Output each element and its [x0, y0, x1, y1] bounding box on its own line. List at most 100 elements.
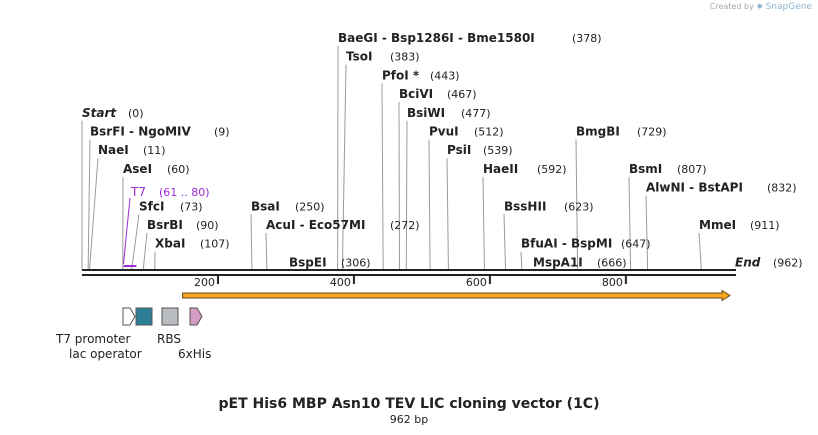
site-label: BsaI	[251, 199, 280, 213]
site-position: (0)	[128, 107, 144, 120]
site-connector	[428, 139, 431, 271]
site-connector	[250, 214, 253, 271]
site-sfci: SfcI (73)	[131, 199, 203, 271]
site-position: (60)	[167, 163, 190, 176]
site-tsoi: TsoI (383)	[341, 50, 420, 271]
site-connector	[645, 195, 649, 271]
site-label: BmgBI	[576, 125, 620, 139]
site-connector	[446, 158, 449, 271]
feature-label: lac operator	[69, 347, 142, 361]
feature-box-glyph	[161, 307, 179, 326]
feature-box-glyph	[135, 307, 153, 326]
site-bmgbi: BmgBI (729)	[575, 125, 667, 271]
site-connector	[628, 176, 632, 271]
site-connector	[503, 214, 507, 271]
site-position: (378)	[572, 32, 602, 45]
site-label: PsiI	[447, 143, 471, 157]
restriction-sites: BaeGI - Bsp1286I - Bme1580I (378) TsoI (383…	[81, 31, 803, 271]
credit-prefix: Created by	[709, 2, 754, 11]
site-xbai: XbaI (107)	[154, 237, 230, 271]
site-position: (647)	[621, 238, 651, 251]
ruler-tick-400: 400	[330, 276, 355, 289]
site-label: BssHII	[504, 199, 546, 213]
site-connector	[131, 214, 140, 271]
site-position: (807)	[677, 163, 707, 176]
ruler-tick-label: 200	[194, 276, 215, 289]
site-label: BspEI	[289, 255, 327, 269]
site-position: (539)	[483, 144, 513, 157]
site-start: Start (0)	[81, 106, 144, 270]
site-label: PfoI *	[382, 68, 420, 82]
site-position: (90)	[196, 219, 219, 232]
site-bsrbi: BsrBI (90)	[142, 218, 219, 271]
site-bsiwi: BsiWI (477)	[405, 106, 491, 271]
site-bsmi: BsmI (807)	[628, 162, 707, 271]
site-position: (272)	[390, 219, 420, 232]
site-label: BciVI	[399, 87, 433, 101]
mcs-range: (61 .. 80)	[159, 186, 210, 199]
site-label: TsoI	[346, 50, 372, 64]
site-connector	[381, 83, 384, 271]
site-label: BsmI	[629, 162, 662, 176]
map-title: pET His6 MBP Asn10 TEV LIC cloning vecto…	[218, 396, 600, 412]
site-position: (666)	[597, 256, 627, 269]
mcs-connector	[122, 197, 131, 265]
site-label: AseI	[123, 162, 152, 176]
ruler-tick-label: 800	[602, 276, 623, 289]
site-position: (832)	[767, 182, 797, 195]
site-bcivi: BciVI (467)	[398, 87, 477, 271]
site-bspei: BspEI (306)	[288, 255, 371, 271]
feature-label: 6xHis	[178, 347, 211, 361]
site-position: (592)	[537, 163, 567, 176]
site-label: PvuI	[429, 125, 459, 139]
site-label: BfuAI - BspMI	[521, 237, 612, 251]
site-label: NaeI	[98, 143, 129, 157]
feature-t7-promoter: T7 promoter	[55, 307, 136, 346]
ruler-tick-800: 800	[602, 276, 627, 289]
site-alwni-bstapi: AlwNI - BstAPI (832)	[645, 181, 797, 271]
site-bsai: BsaI (250)	[250, 199, 325, 271]
site-bsshii: BssHII (623)	[503, 199, 594, 271]
site-position: (477)	[461, 107, 491, 120]
mcs-feature: T7 (61 .. 80)	[122, 185, 210, 267]
ruler-tick-600: 600	[466, 276, 491, 289]
site-connector	[405, 120, 408, 271]
feature-arrow-glyph	[189, 307, 203, 326]
feature-label: T7 promoter	[55, 332, 131, 346]
site-connector	[482, 176, 485, 271]
site-label: AlwNI - BstAPI	[646, 181, 743, 195]
site-position: (73)	[180, 200, 203, 213]
site-connector	[265, 232, 268, 271]
site-label: End	[735, 255, 761, 269]
site-position: (443)	[430, 69, 460, 82]
site-connector	[87, 139, 91, 271]
ruler-tick-label: 400	[330, 276, 351, 289]
site-label: BsrFI - NgoMIV	[90, 125, 191, 139]
site-asei: AseI (60)	[122, 162, 190, 271]
feature-arrow-glyph	[122, 307, 136, 326]
site-position: (306)	[341, 256, 371, 269]
site-position: (911)	[750, 219, 780, 232]
feature-lac-operator: lac operator	[69, 307, 153, 361]
site-label: MmeI	[699, 218, 736, 232]
site-label: BsrBI	[147, 218, 183, 232]
sequence-length: 962 bp	[389, 413, 429, 426]
site-position: (9)	[214, 126, 230, 139]
orf-arrow-body	[182, 289, 731, 302]
site-position: (729)	[637, 126, 667, 139]
site-pvui: PvuI (512)	[428, 125, 504, 271]
site-end: End (962)	[734, 255, 803, 271]
site-label: BsiWI	[407, 106, 445, 120]
mcs-label: T7	[130, 185, 146, 199]
site-label: AcuI - Eco57MI	[266, 218, 365, 232]
site-pfoi: PfoI * (443)	[381, 68, 460, 271]
site-position: (107)	[200, 238, 230, 251]
site-position: (250)	[295, 200, 325, 213]
feature-6xhis: 6xHis	[178, 307, 211, 361]
site-haeii: HaeII (592)	[482, 162, 567, 271]
site-position: (11)	[143, 144, 166, 157]
site-position: (962)	[773, 256, 803, 269]
site-label: HaeII	[483, 162, 518, 176]
